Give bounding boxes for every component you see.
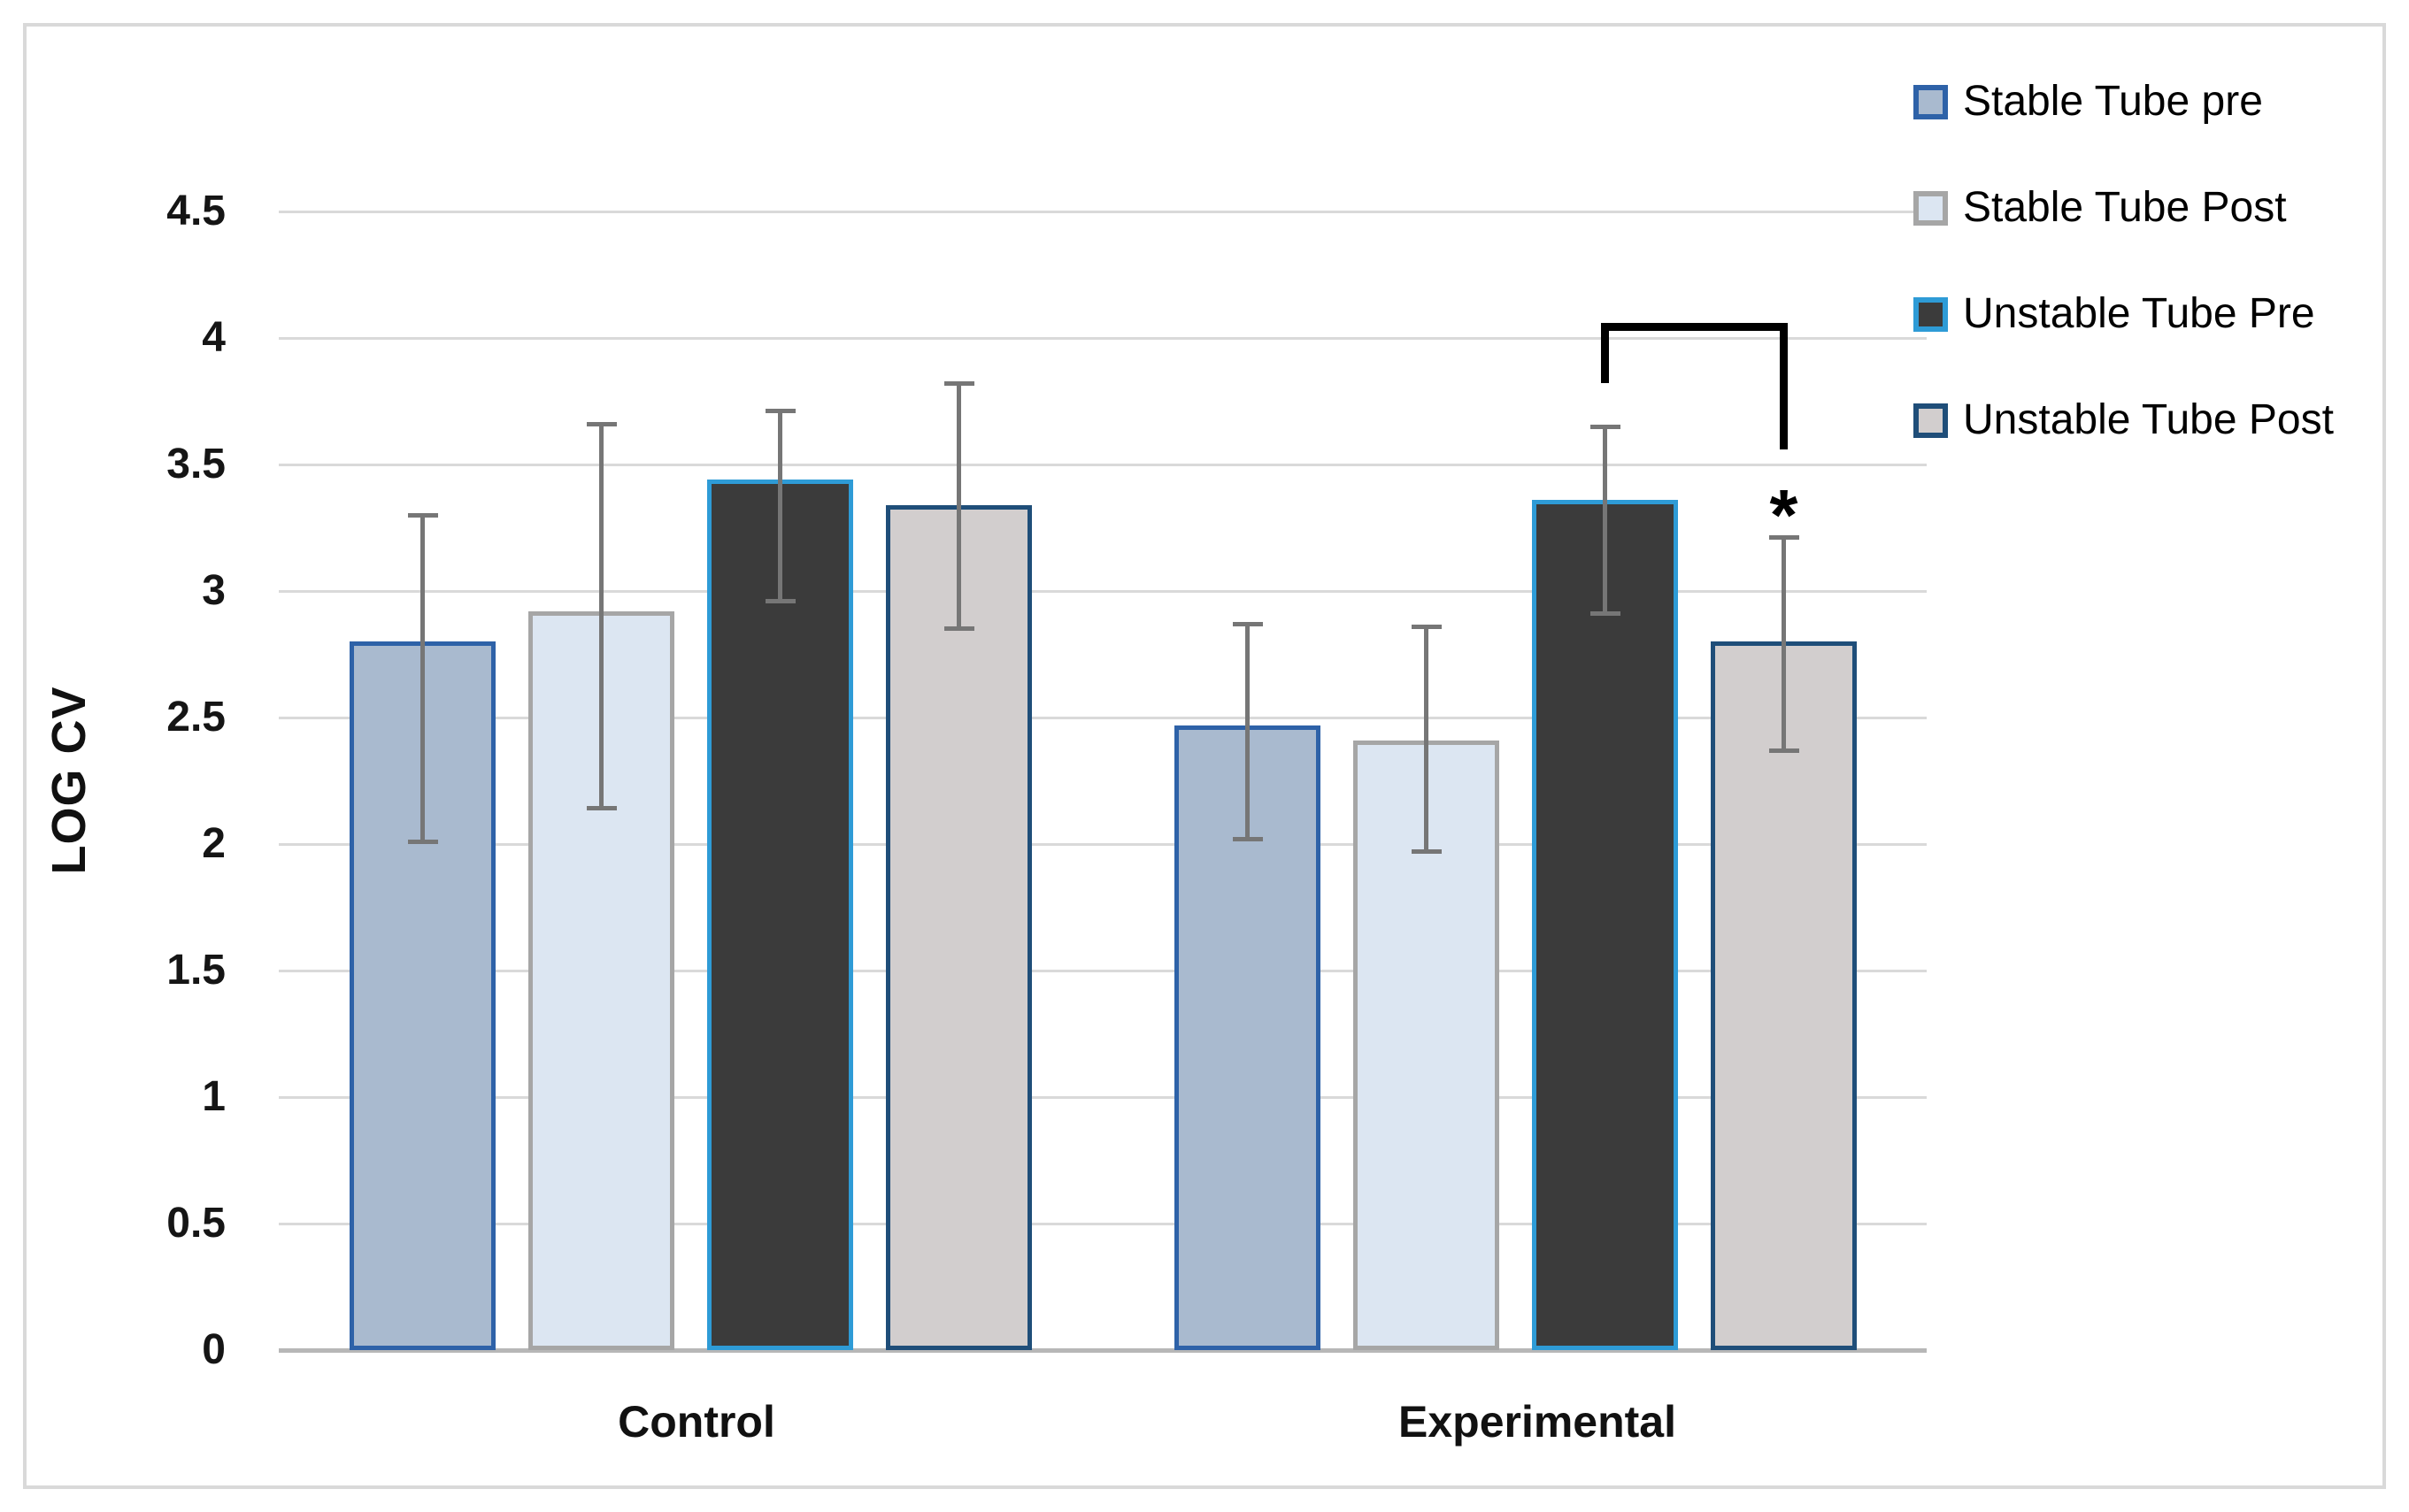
y-tick-label-1: 1 — [202, 1073, 226, 1120]
gridline-2.5 — [279, 716, 1927, 719]
error-bar-cap-bottom — [407, 839, 438, 844]
y-tick-label-0.5: 0.5 — [166, 1200, 226, 1247]
y-tick-label-4.5: 4.5 — [166, 188, 226, 234]
legend-item-1: Stable Tube Post — [1913, 184, 2287, 231]
gridline-2 — [279, 842, 1927, 846]
error-bar-line — [778, 411, 782, 602]
error-bar-cap-top — [407, 512, 438, 518]
bracket-leg-left — [1601, 322, 1609, 384]
y-tick-label-3.5: 3.5 — [166, 441, 226, 487]
error-bar-cap-bottom — [1768, 748, 1799, 753]
error-bar-cap-bottom — [943, 626, 974, 632]
error-bar-cap-top — [1411, 624, 1442, 629]
y-tick-label-2: 2 — [202, 820, 226, 867]
error-bar-cap-top — [586, 421, 617, 426]
error-bar-cap-top — [1768, 535, 1799, 541]
chart-outer-border — [23, 23, 2386, 1489]
gridline-0 — [279, 1347, 1927, 1353]
error-bar-cap-bottom — [1589, 611, 1620, 617]
x-category-experimental: Experimental — [1397, 1397, 1677, 1447]
error-bar-line — [1424, 626, 1428, 852]
gridline-1.5 — [279, 969, 1927, 972]
legend-swatch-icon-0 — [1913, 84, 1948, 119]
x-category-control: Control — [618, 1397, 775, 1447]
legend-swatch-icon-3 — [1913, 403, 1948, 438]
error-bar-line — [1782, 537, 1786, 751]
legend-swatch-icon-1 — [1913, 190, 1948, 226]
error-bar-cap-top — [765, 409, 796, 414]
y-tick-label-2.5: 2.5 — [166, 694, 226, 741]
y-tick-label-3: 3 — [202, 567, 226, 614]
bracket-horizontal — [1601, 322, 1788, 331]
legend-item-2: Unstable Tube Pre — [1913, 290, 2315, 337]
bar-experimental-series-2 — [1532, 500, 1678, 1350]
error-bar-cap-top — [1232, 621, 1263, 626]
legend-swatch-icon-2 — [1913, 296, 1948, 332]
gridline-1 — [279, 1095, 1927, 1099]
significance-asterisk: * — [1769, 475, 1798, 556]
error-bar-cap-top — [943, 380, 974, 386]
bar-control-series-3 — [886, 504, 1032, 1350]
gridline-4.5 — [279, 210, 1927, 213]
error-bar-line — [1603, 426, 1607, 614]
error-bar-cap-bottom — [1411, 849, 1442, 855]
y-tick-label-4: 4 — [202, 314, 226, 361]
bar-experimental-series-1 — [1353, 740, 1499, 1350]
gridline-4 — [279, 336, 1927, 340]
error-bar-line — [420, 515, 425, 842]
legend-item-0: Stable Tube pre — [1913, 78, 2263, 125]
legend-label-0: Stable Tube pre — [1963, 78, 2263, 125]
legend-item-3: Unstable Tube Post — [1913, 396, 2334, 443]
error-bar-cap-bottom — [765, 598, 796, 603]
error-bar-line — [1245, 624, 1250, 840]
error-bar-cap-bottom — [586, 806, 617, 811]
error-bar-cap-bottom — [1232, 836, 1263, 841]
legend-label-3: Unstable Tube Post — [1963, 396, 2334, 443]
gridline-0.5 — [279, 1222, 1927, 1225]
y-tick-label-0: 0 — [202, 1326, 226, 1373]
bracket-leg-right — [1780, 322, 1788, 449]
gridline-3.5 — [279, 463, 1927, 466]
legend-label-1: Stable Tube Post — [1963, 184, 2287, 231]
error-bar-cap-top — [1589, 424, 1620, 429]
error-bar-line — [599, 424, 604, 809]
error-bar-line — [957, 383, 961, 629]
y-axis-title: LOG CV — [42, 686, 96, 875]
gridline-3 — [279, 589, 1927, 593]
bar-control-series-2 — [707, 480, 853, 1350]
legend-label-2: Unstable Tube Pre — [1963, 290, 2315, 337]
y-tick-label-1.5: 1.5 — [166, 947, 226, 994]
